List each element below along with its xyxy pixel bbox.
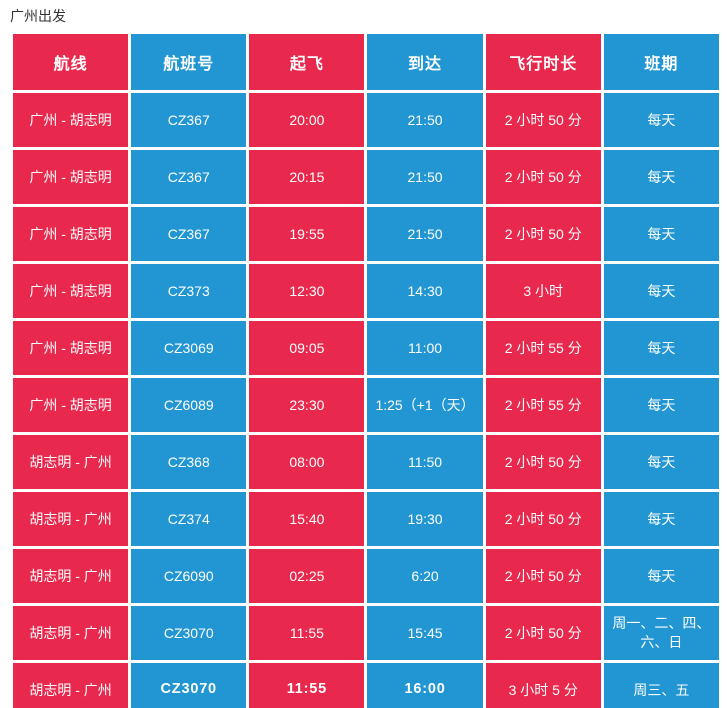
cell-departure-time: 20:15 (249, 150, 365, 204)
cell-schedule-days: 每天 (603, 549, 719, 603)
cell-arrival-time: 21:50 (367, 150, 483, 204)
cell-departure-time: 12:30 (249, 264, 365, 318)
cell-flight-duration: 3 小时 5 分 (485, 663, 601, 708)
column-header-route: 航线 (13, 34, 129, 90)
cell-route: 胡志明 - 广州 (13, 549, 129, 603)
cell-flight-duration: 2 小时 50 分 (485, 606, 601, 660)
cell-route: 胡志明 - 广州 (13, 606, 129, 660)
cell-departure-time: 19:55 (249, 207, 365, 261)
cell-schedule-days: 每天 (603, 321, 719, 375)
cell-arrival-time: 14:30 (367, 264, 483, 318)
cell-route: 广州 - 胡志明 (13, 264, 129, 318)
cell-route: 胡志明 - 广州 (13, 435, 129, 489)
cell-departure-time: 23:30 (249, 378, 365, 432)
cell-schedule-days: 每天 (603, 150, 719, 204)
table-row: 广州 - 胡志明 CZ367 20:15 21:50 2 小时 50 分每天 (13, 150, 719, 204)
column-header-departure-time: 起飞 (249, 34, 365, 90)
column-header-flight-number: 航班号 (131, 34, 247, 90)
cell-flight-duration: 2 小时 50 分 (485, 492, 601, 546)
table-row: 胡志明 - 广州 CZ3070 11:55 15:45 2 小时 50 分周一、二、四、… (13, 606, 719, 660)
cell-flight-number: CZ374 (131, 492, 247, 546)
cell-schedule-days: 每天 (603, 207, 719, 261)
cell-arrival-time: 1:25（+1（天） (367, 378, 483, 432)
cell-flight-number: CZ3069 (131, 321, 247, 375)
cell-flight-duration: 2 小时 50 分 (485, 150, 601, 204)
cell-schedule-days: 周三、五 (603, 663, 719, 708)
cell-flight-number: CZ6090 (131, 549, 247, 603)
cell-flight-duration: 2 小时 50 分 (485, 549, 601, 603)
table-header-row: 航线 航班号 起飞 到达 飞行时长 班期 (13, 34, 719, 90)
table-row: 广州 - 胡志明 CZ373 12:30 14:30 3 小时 每天 (13, 264, 719, 318)
cell-schedule-days: 每天 (603, 264, 719, 318)
cell-flight-duration: 2 小时 50 分 (485, 435, 601, 489)
cell-departure-time: 20:00 (249, 93, 365, 147)
cell-departure-time: 08:00 (249, 435, 365, 489)
cell-flight-number: CZ368 (131, 435, 247, 489)
table-row: 胡志明 - 广州 CZ374 15:40 19:30 2 小时 50 分每天 (13, 492, 719, 546)
cell-route: 广州 - 胡志明 (13, 207, 129, 261)
cell-flight-number: CZ3070 (131, 606, 247, 660)
column-header-arrival-time: 到达 (367, 34, 483, 90)
cell-arrival-time: 16:00 (367, 663, 483, 708)
table-row: 广州 - 胡志明 CZ367 19:55 21:50 2 小时 50 分每天 (13, 207, 719, 261)
cell-flight-duration: 2 小时 55 分 (485, 321, 601, 375)
flight-schedule-table: 航线 航班号 起飞 到达 飞行时长 班期 广州 - 胡志明 CZ367 20:00 21:50 2… (10, 31, 722, 708)
cell-schedule-days: 每天 (603, 435, 719, 489)
cell-route: 广州 - 胡志明 (13, 93, 129, 147)
cell-flight-number: CZ6089 (131, 378, 247, 432)
cell-departure-time: 11:55 (249, 606, 365, 660)
cell-schedule-days: 周一、二、四、六、日 (603, 606, 719, 660)
cell-schedule-days: 每天 (603, 492, 719, 546)
cell-flight-number: CZ3070 (131, 663, 247, 708)
column-header-flight-duration: 飞行时长 (485, 34, 601, 90)
cell-departure-time: 11:55 (249, 663, 365, 708)
cell-route: 胡志明 - 广州 (13, 492, 129, 546)
table-row: 广州 - 胡志明 CZ367 20:00 21:50 2 小时 50 分每天 (13, 93, 719, 147)
cell-flight-number: CZ367 (131, 150, 247, 204)
cell-arrival-time: 15:45 (367, 606, 483, 660)
cell-route: 广州 - 胡志明 (13, 378, 129, 432)
cell-flight-number: CZ373 (131, 264, 247, 318)
table-row: 广州 - 胡志明 CZ6089 23:30 1:25（+1（天） 2 小时 55 分每天 (13, 378, 719, 432)
cell-flight-duration: 2 小时 55 分 (485, 378, 601, 432)
cell-arrival-time: 21:50 (367, 207, 483, 261)
cell-route: 广州 - 胡志明 (13, 321, 129, 375)
cell-schedule-days: 每天 (603, 93, 719, 147)
table-row: 胡志明 - 广州 CZ6090 02:25 6:20 2 小时 50 分每天 (13, 549, 719, 603)
cell-arrival-time: 21:50 (367, 93, 483, 147)
cell-flight-number: CZ367 (131, 93, 247, 147)
cell-schedule-days: 每天 (603, 378, 719, 432)
cell-departure-time: 15:40 (249, 492, 365, 546)
cell-flight-duration: 3 小时 (485, 264, 601, 318)
table-row: 胡志明 - 广州 CZ3070 11:55 16:00 3 小时 5 分周三、五 (13, 663, 719, 708)
cell-departure-time: 09:05 (249, 321, 365, 375)
cell-route: 广州 - 胡志明 (13, 150, 129, 204)
cell-flight-number: CZ367 (131, 207, 247, 261)
cell-arrival-time: 11:00 (367, 321, 483, 375)
cell-flight-duration: 2 小时 50 分 (485, 93, 601, 147)
table-row: 广州 - 胡志明 CZ3069 09:05 11:00 2 小时 55 分每天 (13, 321, 719, 375)
cell-route: 胡志明 - 广州 (13, 663, 129, 708)
cell-flight-duration: 2 小时 50 分 (485, 207, 601, 261)
cell-arrival-time: 6:20 (367, 549, 483, 603)
column-header-schedule-days: 班期 (603, 34, 719, 90)
table-row: 胡志明 - 广州 CZ368 08:00 11:50 2 小时 50 分每天 (13, 435, 719, 489)
cell-arrival-time: 11:50 (367, 435, 483, 489)
cell-departure-time: 02:25 (249, 549, 365, 603)
cell-arrival-time: 19:30 (367, 492, 483, 546)
table-body: 广州 - 胡志明 CZ367 20:00 21:50 2 小时 50 分每天 广州 - 胡… (13, 93, 719, 708)
page-title: 广州出发 (10, 8, 66, 24)
